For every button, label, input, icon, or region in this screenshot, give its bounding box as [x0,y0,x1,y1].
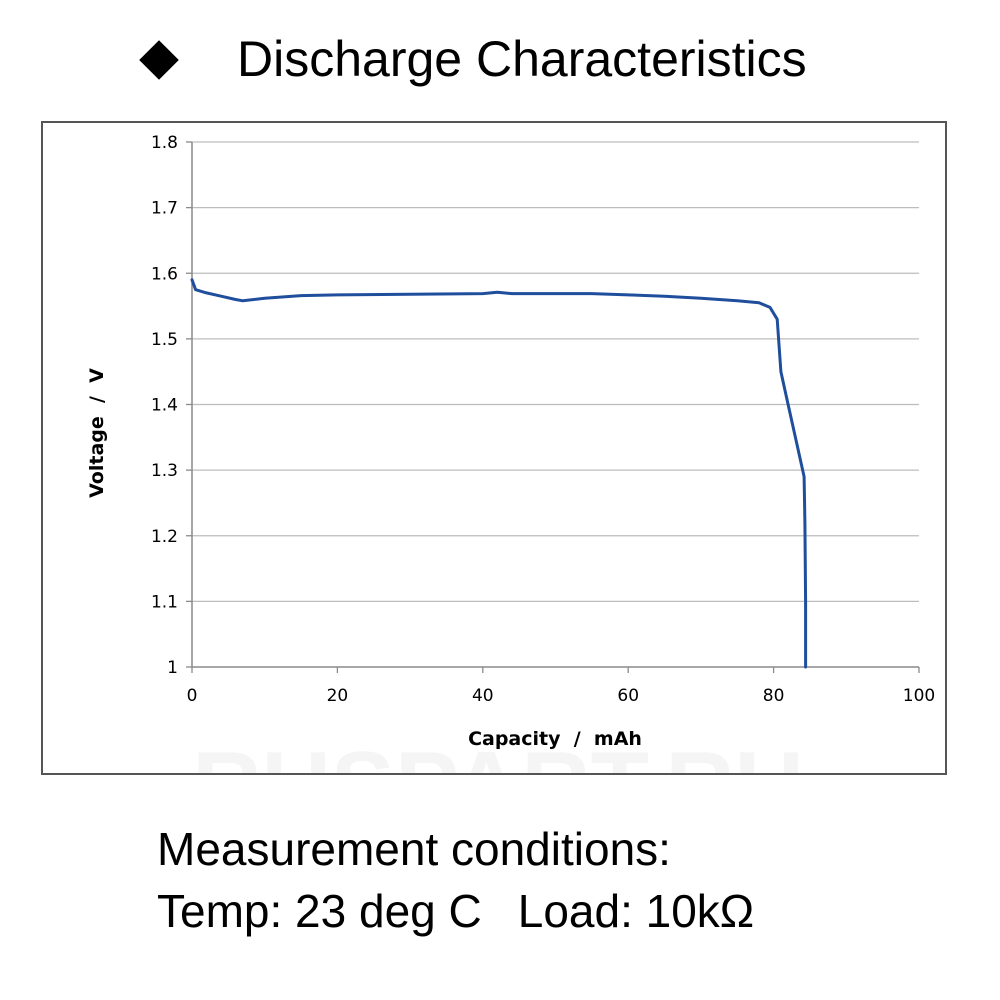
chart-frame: RUSPART.RU 1 1.1 1.2 1.3 1.4 1.5 1.6 1.7 1.8 0 20 4… [41,121,947,775]
series-line-0 [190,278,808,669]
y-tick-label-5: 1.5 [151,330,178,350]
series-layer [190,278,808,669]
measurement-conditions: Measurement conditions: Temp: 23 deg C Lo… [157,818,977,942]
conditions-values: Temp: 23 deg C Load: 10kΩ [157,880,977,942]
y-tick-label-8: 1.8 [151,133,178,153]
y-axis-label: Voltage / V [86,368,108,498]
watermark-text: RUSPART.RU [192,732,804,773]
page-title: Discharge Characteristics [237,31,807,87]
y-tick-label-4: 1.4 [151,396,178,416]
conditions-heading: Measurement conditions: [157,823,671,875]
tick-labels: 1 1.1 1.2 1.3 1.4 1.5 1.6 1.7 1.8 0 20 40 60 80 100 [151,133,935,706]
y-tick-label-6: 1.6 [151,264,178,284]
x-axis-label: Capacity / mAh [468,728,642,750]
load-text: Load: 10kΩ [517,885,755,937]
axes [186,141,920,673]
y-tick-label-1: 1.1 [151,592,178,612]
x-tick-label-4: 80 [763,686,785,706]
y-tick-label-7: 1.7 [151,199,178,219]
x-tick-label-1: 20 [327,686,349,706]
x-tick-label-0: 0 [187,686,198,706]
x-tick-label-5: 100 [903,686,935,706]
y-tick-label-2: 1.2 [151,527,178,547]
temperature-text: Temp: 23 deg C [157,885,482,937]
x-tick-label-3: 60 [617,686,639,706]
discharge-chart: RUSPART.RU 1 1.1 1.2 1.3 1.4 1.5 1.6 1.7 1.8 0 20 4… [86,133,935,773]
y-tick-label-0: 1 [167,658,178,678]
grid-lines [192,141,919,603]
y-tick-label-3: 1.3 [151,461,178,481]
x-tick-label-2: 40 [472,686,494,706]
